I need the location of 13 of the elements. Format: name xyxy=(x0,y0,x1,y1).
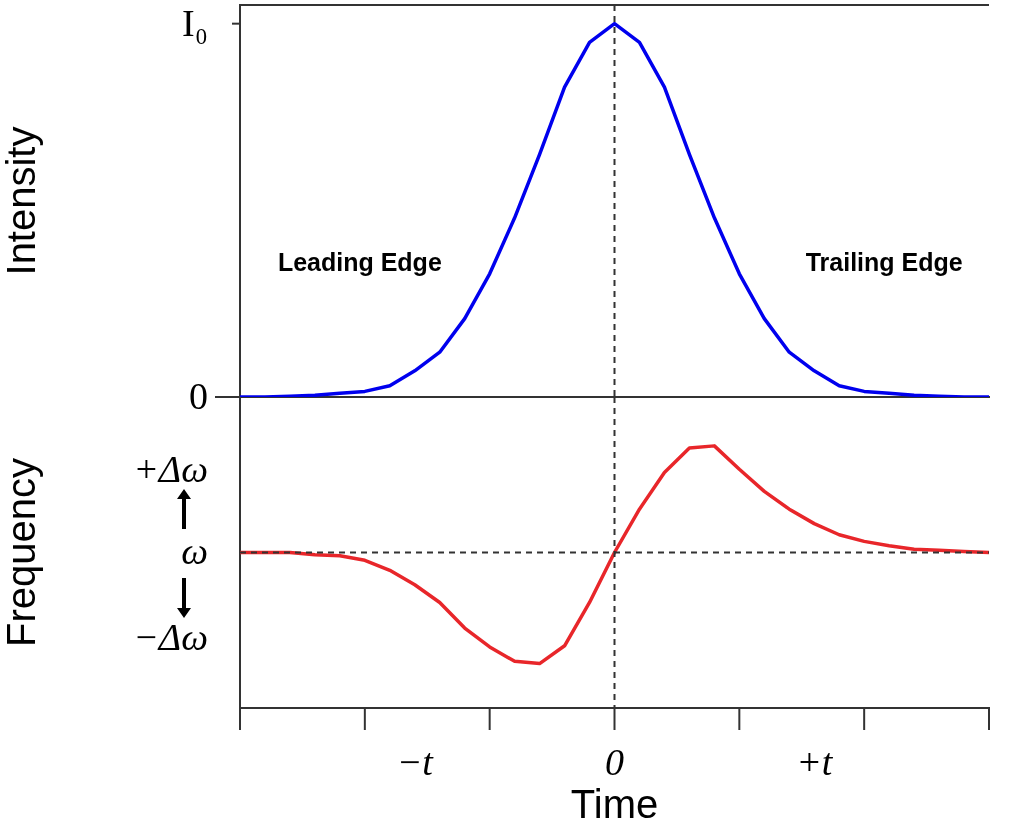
annotation: Trailing Edge xyxy=(805,247,963,276)
text: 0 xyxy=(189,374,208,417)
annotation: Leading Edge xyxy=(277,247,442,276)
text: +Δω xyxy=(133,448,208,491)
x-axis-title: Time xyxy=(570,782,659,827)
x-tick-label: +t xyxy=(796,740,834,783)
text: ω xyxy=(181,530,208,573)
y-axis-title: Frequency xyxy=(0,458,44,647)
text: −Δω xyxy=(133,616,208,659)
x-tick-label: −t xyxy=(396,740,435,783)
text: I₀ xyxy=(182,1,208,44)
x-tick-label: 0 xyxy=(605,740,624,783)
y-axis-title: Intensity xyxy=(0,126,44,276)
